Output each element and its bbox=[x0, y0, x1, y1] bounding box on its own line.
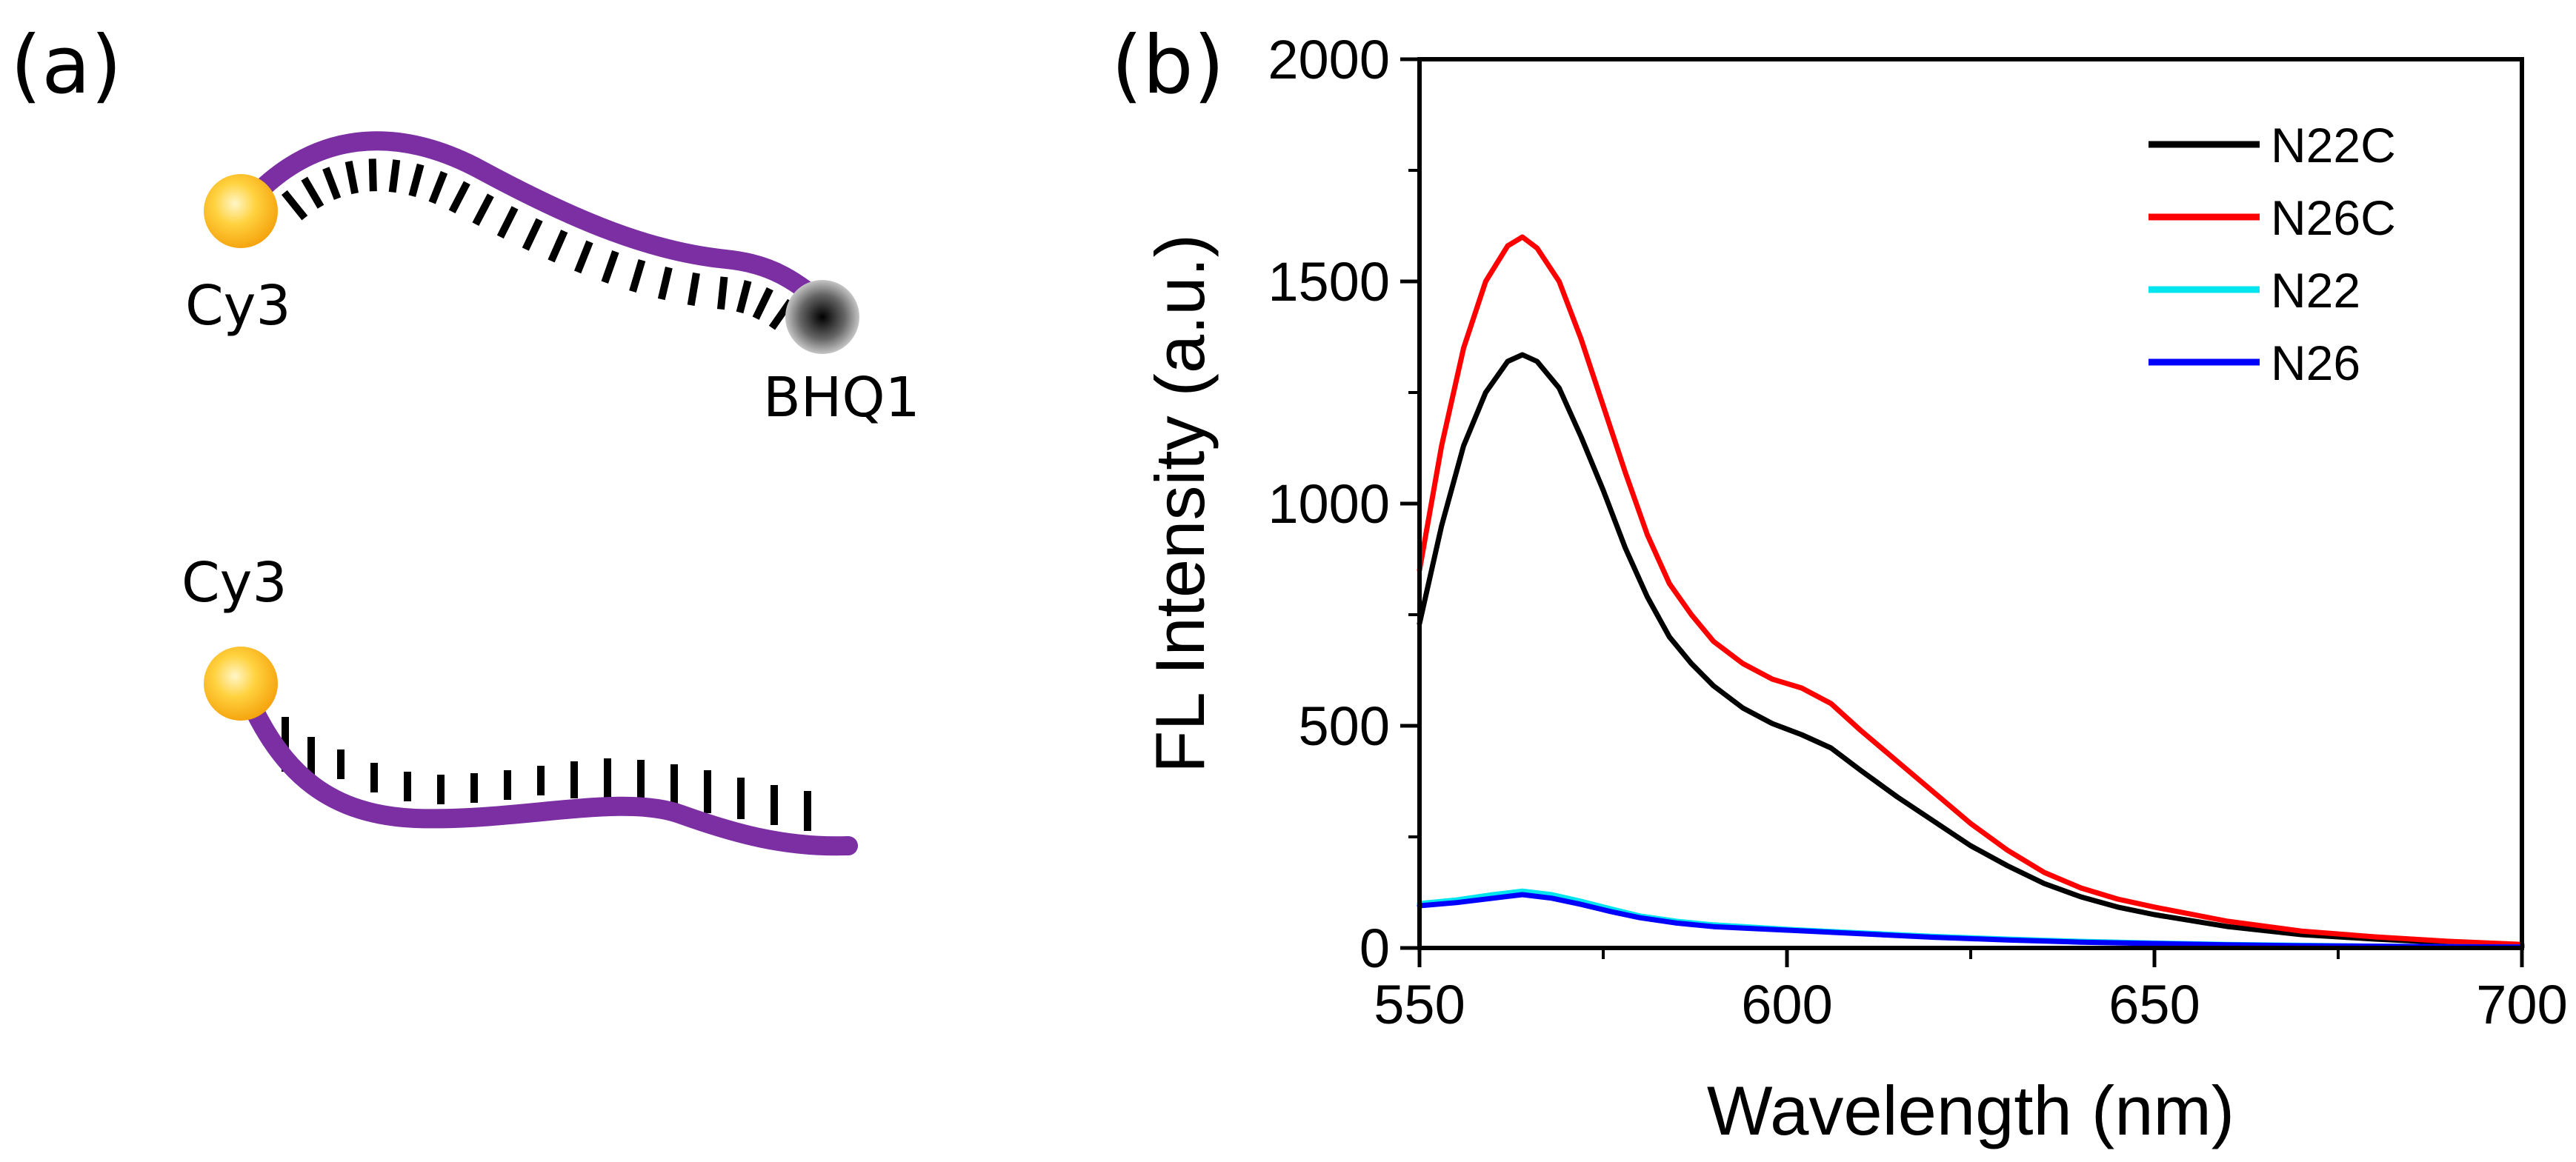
base-tick bbox=[752, 287, 773, 320]
x-axis-title: Wavelength (nm) bbox=[1707, 1072, 2234, 1149]
panel-a-label: (a) bbox=[10, 19, 122, 112]
series-line-n26c bbox=[1417, 234, 2525, 947]
base-tick bbox=[736, 280, 752, 314]
base-tick bbox=[522, 218, 543, 251]
top-strand-bases bbox=[281, 158, 794, 330]
base-tick bbox=[629, 258, 646, 293]
base-tick bbox=[657, 267, 673, 301]
base-tick bbox=[601, 250, 619, 284]
x-tick-label: 650 bbox=[2109, 974, 2200, 1035]
legend: N22C N26C N22 N26 bbox=[2149, 118, 2396, 390]
base-tick bbox=[428, 170, 448, 204]
y-axis: 0 500 1000 1500 2000 bbox=[1268, 29, 1420, 979]
y-tick-label: 1000 bbox=[1268, 473, 1390, 535]
bottom-strand-bases bbox=[282, 717, 811, 831]
legend-label-n26: N26 bbox=[2271, 335, 2360, 390]
cy3-label-bottom: Cy3 bbox=[182, 551, 287, 615]
y-tick-label: 2000 bbox=[1268, 29, 1390, 90]
base-tick bbox=[548, 230, 568, 263]
panel-b: (b) 550 600 650 700 0 500 1000 1500 2000 Wavele… bbox=[1111, 19, 2568, 1149]
y-axis-title: FL Intensity (a.u.) bbox=[1141, 234, 1219, 773]
series-line-n22c bbox=[1417, 352, 2525, 949]
x-tick-label: 700 bbox=[2476, 974, 2567, 1035]
top-strand: Cy3 BHQ1 bbox=[185, 131, 920, 430]
x-axis: 550 600 650 700 bbox=[1374, 948, 2568, 1035]
base-tick bbox=[408, 163, 425, 198]
legend-label-n22: N22 bbox=[2271, 263, 2360, 318]
legend-label-n22c: N22C bbox=[2271, 118, 2396, 173]
x-tick-label: 550 bbox=[1374, 974, 1465, 1035]
base-tick bbox=[301, 176, 325, 209]
y-tick-label: 0 bbox=[1359, 918, 1390, 979]
cy3-label-top: Cy3 bbox=[185, 274, 291, 338]
bhq1-label: BHQ1 bbox=[763, 366, 920, 430]
base-tick bbox=[322, 167, 342, 200]
cy3-fluorophore-bottom bbox=[204, 647, 278, 721]
y-tick-label: 1500 bbox=[1268, 251, 1390, 313]
base-tick bbox=[573, 240, 593, 274]
bhq1-quencher bbox=[785, 280, 859, 354]
cy3-fluorophore-top bbox=[204, 174, 278, 248]
base-tick bbox=[687, 272, 700, 306]
base-tick bbox=[281, 190, 308, 221]
bottom-strand-backbone bbox=[235, 679, 858, 856]
base-tick bbox=[388, 159, 401, 193]
base-tick bbox=[496, 206, 519, 239]
base-tick bbox=[472, 193, 494, 227]
top-strand-backbone bbox=[231, 131, 847, 324]
panel-b-label: (b) bbox=[1111, 19, 1225, 112]
base-tick bbox=[448, 181, 470, 214]
series-layer bbox=[1417, 234, 2525, 950]
bottom-strand: Cy3 bbox=[182, 551, 858, 856]
y-tick-label: 500 bbox=[1299, 695, 1390, 757]
legend-label-n26c: N26C bbox=[2271, 190, 2396, 245]
x-tick-label: 600 bbox=[1741, 974, 1832, 1035]
panel-a: (a) Cy3 BHQ1 Cy3 bbox=[10, 19, 920, 856]
base-tick bbox=[716, 276, 728, 310]
series-line-n26 bbox=[1417, 892, 2525, 950]
chart-area: 550 600 650 700 0 500 1000 1500 2000 Wavelength… bbox=[1141, 29, 2568, 1149]
base-tick bbox=[345, 161, 359, 195]
